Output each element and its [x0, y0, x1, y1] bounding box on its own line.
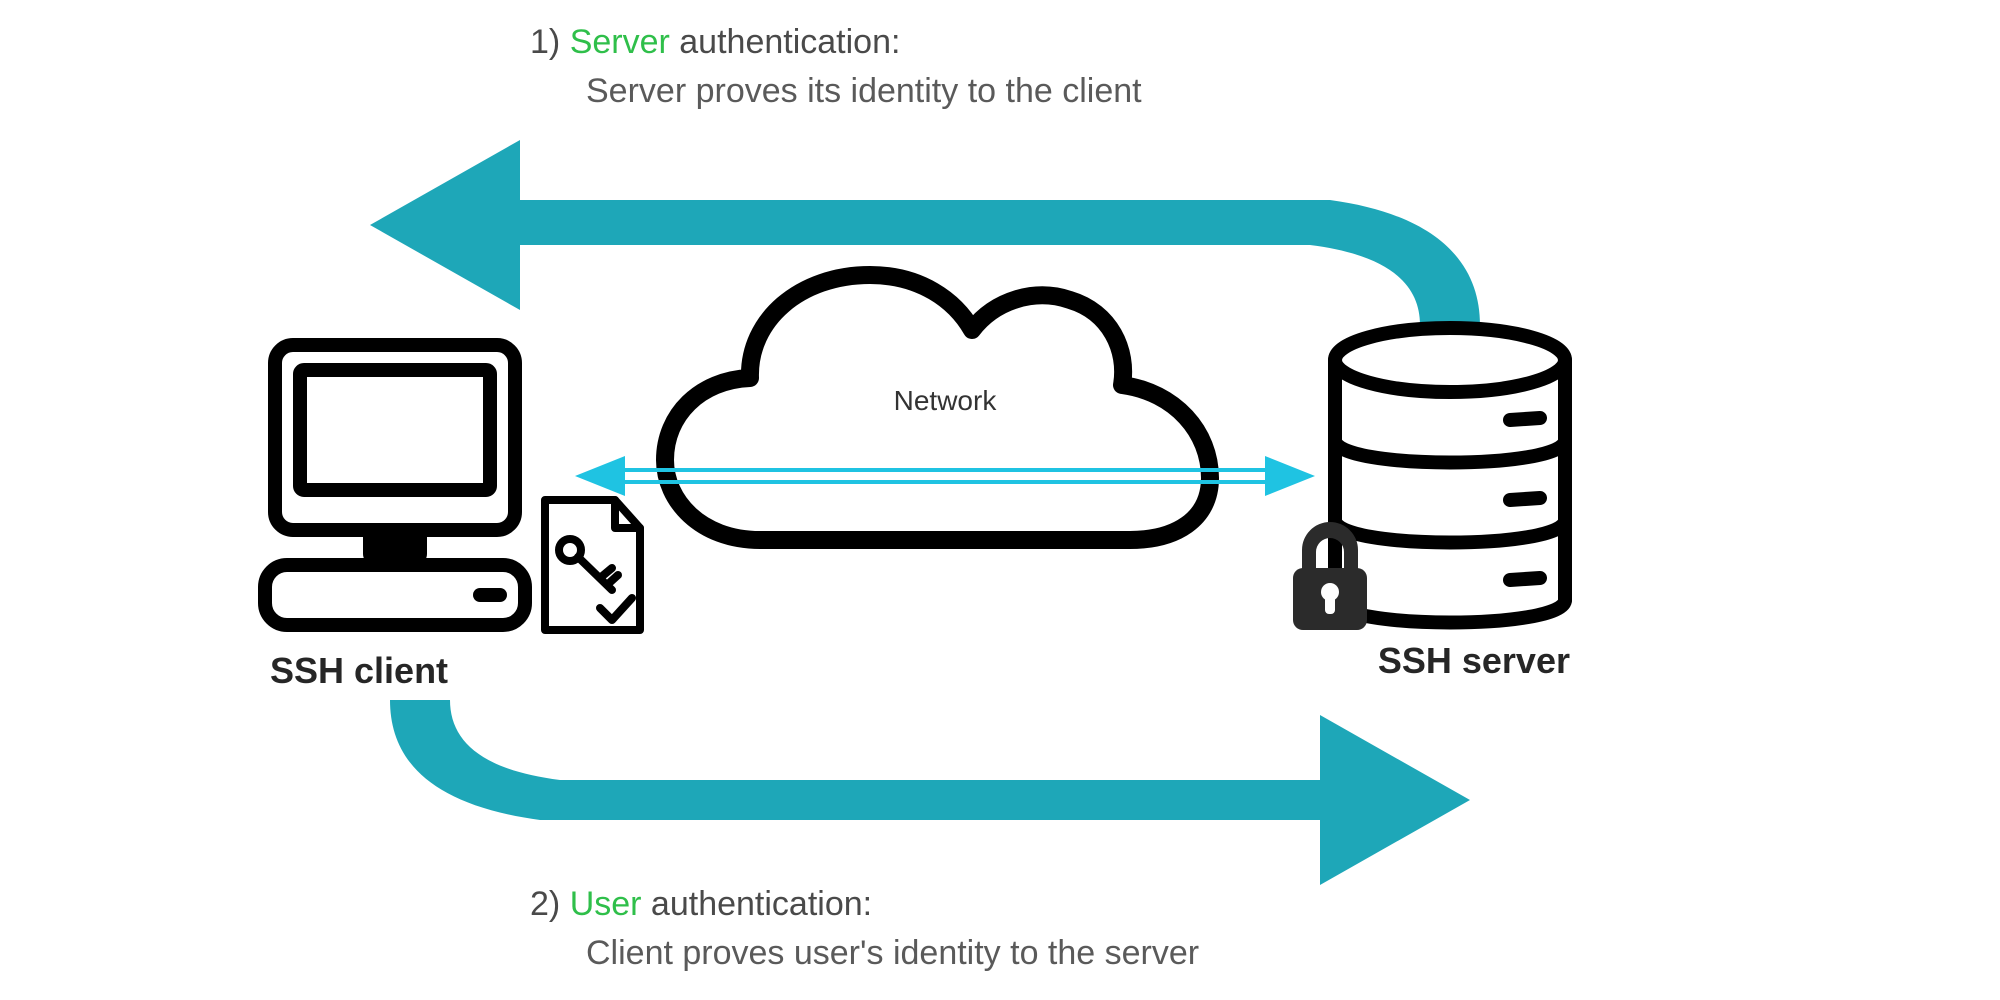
lock-icon — [1293, 522, 1367, 630]
computer-icon — [265, 345, 525, 625]
keyfile-icon — [545, 500, 640, 630]
caption-bottom: 2) User authentication: Client proves us… — [530, 880, 1199, 979]
caption-top: 1) Server authentication: Server proves … — [530, 18, 1142, 117]
caption-bottom-hl: User — [570, 885, 642, 923]
caption-top-rest: authentication: — [670, 23, 901, 61]
network-label: Network — [860, 385, 1030, 417]
caption-bottom-num: 2) — [530, 885, 560, 923]
diagram-stage: 1) Server authentication: Server proves … — [0, 0, 2000, 1000]
database-icon — [1335, 328, 1565, 623]
arrow-bottom — [390, 700, 1470, 885]
caption-bottom-sub: Client proves user's identity to the ser… — [586, 929, 1199, 978]
client-label: SSH client — [270, 650, 530, 692]
caption-bottom-rest: authentication: — [641, 885, 872, 923]
network-arrow — [575, 456, 1315, 496]
caption-top-hl: Server — [570, 23, 670, 61]
server-label: SSH server — [1310, 640, 1570, 682]
arrow-top — [370, 140, 1480, 325]
caption-top-num: 1) — [530, 23, 560, 61]
diagram-svg — [0, 0, 2000, 1000]
caption-top-sub: Server proves its identity to the client — [586, 67, 1142, 116]
